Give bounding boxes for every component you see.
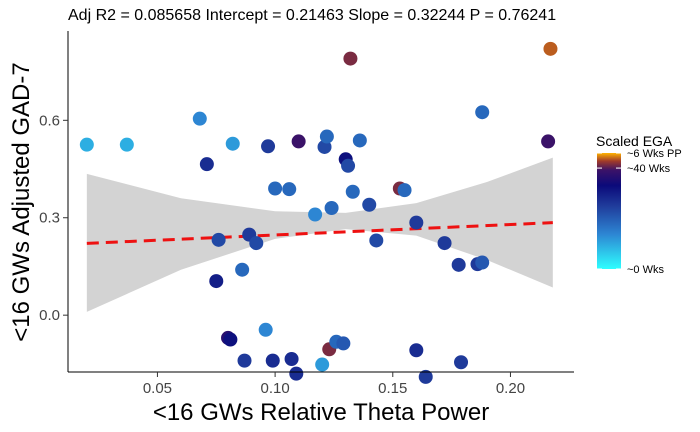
data-point: [397, 183, 412, 198]
data-point: [284, 352, 299, 367]
x-tick-label: 0.15: [378, 380, 407, 397]
plot-area: [79, 41, 558, 384]
data-point: [282, 182, 297, 197]
x-tick-label: 0.10: [261, 380, 290, 397]
data-point: [291, 134, 306, 149]
data-point: [475, 105, 490, 120]
data-point: [369, 233, 384, 248]
points-layer: [79, 41, 558, 384]
data-point: [541, 134, 556, 149]
data-point: [209, 274, 224, 289]
data-point: [418, 369, 433, 384]
x-tick-label: 0.20: [496, 380, 525, 397]
data-point: [437, 236, 452, 251]
y-axis-title: <16 GWs Adjusted GAD-7: [8, 62, 35, 341]
data-point: [199, 157, 214, 172]
data-point: [223, 332, 238, 347]
data-point: [454, 355, 469, 370]
x-axis-ticks: 0.05 0.10 0.15 0.20: [143, 372, 525, 397]
data-point: [409, 215, 424, 230]
regression-line: [86, 221, 553, 245]
data-point: [235, 262, 250, 277]
data-point: [345, 184, 360, 199]
x-axis-title: <16 GWs Relative Theta Power: [153, 399, 489, 426]
color-legend: Scaled EGA ~6 Wks PP ~40 Wks ~0 Wks: [596, 133, 682, 276]
data-point: [261, 139, 276, 154]
data-point: [352, 133, 367, 148]
legend-label: ~6 Wks PP: [627, 148, 682, 160]
legend-title: Scaled EGA: [596, 133, 673, 149]
data-point: [268, 181, 283, 196]
confidence-band: [86, 157, 553, 312]
legend-labels: ~6 Wks PP ~40 Wks ~0 Wks: [597, 148, 682, 276]
data-point: [258, 322, 273, 337]
y-tick-label: 0.3: [39, 210, 60, 227]
data-point: [319, 129, 334, 144]
legend-label: ~0 Wks: [627, 264, 664, 276]
data-point: [225, 136, 240, 151]
data-point: [341, 158, 356, 173]
data-point: [211, 232, 226, 247]
data-point: [409, 343, 424, 358]
data-point: [192, 111, 207, 126]
y-tick-label: 0.6: [39, 112, 60, 129]
x-tick-label: 0.05: [143, 380, 172, 397]
data-point: [543, 41, 558, 56]
data-point: [315, 357, 330, 372]
data-point: [119, 137, 134, 152]
data-point: [362, 197, 377, 212]
legend-colorbar: [597, 153, 621, 269]
data-point: [308, 207, 323, 222]
legend-label: ~40 Wks: [627, 163, 671, 175]
y-tick-label: 0.0: [39, 307, 60, 324]
data-point: [451, 257, 466, 272]
data-point: [237, 353, 252, 368]
data-point: [475, 255, 490, 270]
data-point: [289, 366, 304, 381]
data-point: [79, 137, 94, 152]
chart-title: Adj R2 = 0.085658 Intercept = 0.21463 Sl…: [68, 7, 556, 24]
y-axis-ticks: 0.0 0.3 0.6: [39, 112, 68, 324]
data-point: [343, 51, 358, 66]
data-point: [336, 336, 351, 351]
data-point: [249, 236, 264, 251]
data-point: [265, 353, 280, 368]
data-point: [324, 200, 339, 215]
